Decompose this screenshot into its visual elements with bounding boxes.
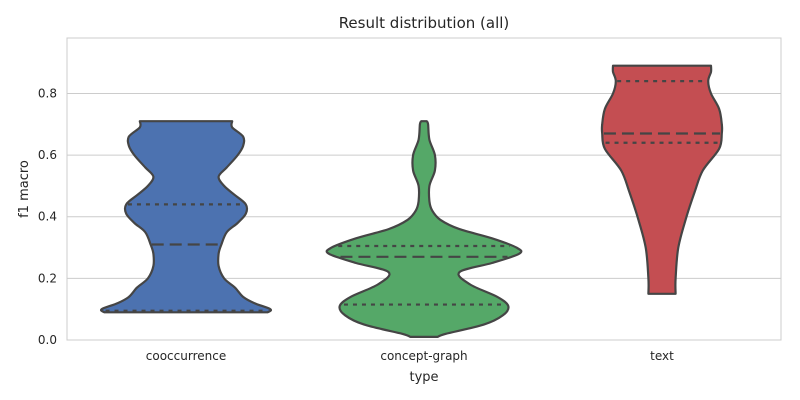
- plot-frame: [66, 37, 782, 341]
- violin-body: [325, 120, 523, 338]
- x-tick-label: cooccurrence: [146, 349, 226, 363]
- violin-concept-graph: [325, 120, 523, 338]
- y-tick-label: 0.0: [38, 333, 57, 347]
- x-axis-label: type: [409, 370, 438, 385]
- violin-text: [600, 64, 724, 295]
- y-tick-label: 0.6: [38, 148, 57, 162]
- y-tick-labels: 0.0 0.2 0.4 0.6 0.8: [38, 86, 57, 347]
- y-axis-label: f1 macro: [17, 160, 32, 218]
- violins: [99, 64, 724, 338]
- x-tick-label: text: [650, 349, 674, 363]
- y-tick-label: 0.8: [38, 86, 57, 100]
- x-tick-label: concept-graph: [380, 349, 467, 363]
- y-tick-label: 0.4: [38, 210, 57, 224]
- violin-body: [99, 120, 273, 314]
- violin-cooccurrence: [99, 120, 273, 314]
- x-tick-labels: cooccurrence concept-graph text: [146, 349, 674, 363]
- y-tick-label: 0.2: [38, 271, 57, 285]
- violin-body: [600, 64, 724, 295]
- chart-title: Result distribution (all): [339, 14, 510, 32]
